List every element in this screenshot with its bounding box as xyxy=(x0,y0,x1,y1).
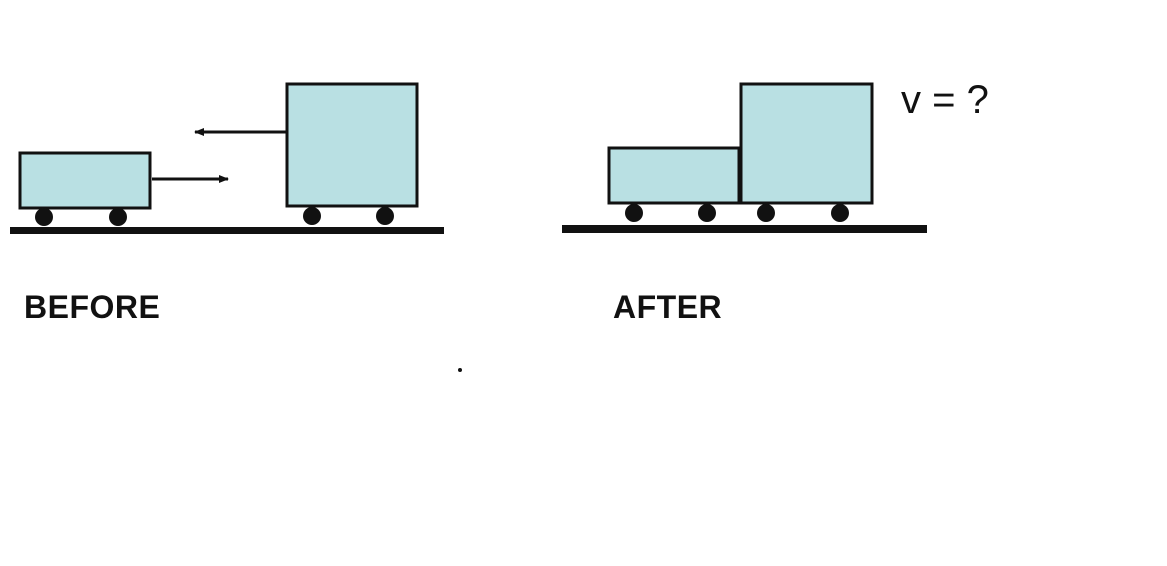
small-cart-wheel xyxy=(109,208,127,226)
velocity-question-label: v = ? xyxy=(901,78,989,122)
large-cart-wheel xyxy=(303,207,321,225)
small-cart-wheel xyxy=(625,204,643,222)
after-label: AFTER xyxy=(613,289,722,325)
small-cart-wheel xyxy=(35,208,53,226)
large-cart-wheel xyxy=(831,204,849,222)
small-cart-body xyxy=(607,146,741,205)
after-ground-line xyxy=(562,225,927,233)
before-panel: BEFORE xyxy=(10,82,444,325)
large-cart-body xyxy=(739,82,874,205)
after-large-cart xyxy=(739,82,874,222)
before-small-cart xyxy=(18,151,152,226)
large-cart-wheel xyxy=(757,204,775,222)
after-panel: v = ? AFTER xyxy=(562,78,989,325)
after-small-cart xyxy=(607,146,741,222)
before-ground-line xyxy=(10,227,444,234)
small-cart-wheel xyxy=(698,204,716,222)
large-cart-wheel xyxy=(376,207,394,225)
before-label: BEFORE xyxy=(24,289,160,325)
large-cart-body xyxy=(285,82,419,208)
small-cart-body xyxy=(18,151,152,210)
before-large-cart xyxy=(285,82,419,225)
stray-dot xyxy=(458,368,462,372)
